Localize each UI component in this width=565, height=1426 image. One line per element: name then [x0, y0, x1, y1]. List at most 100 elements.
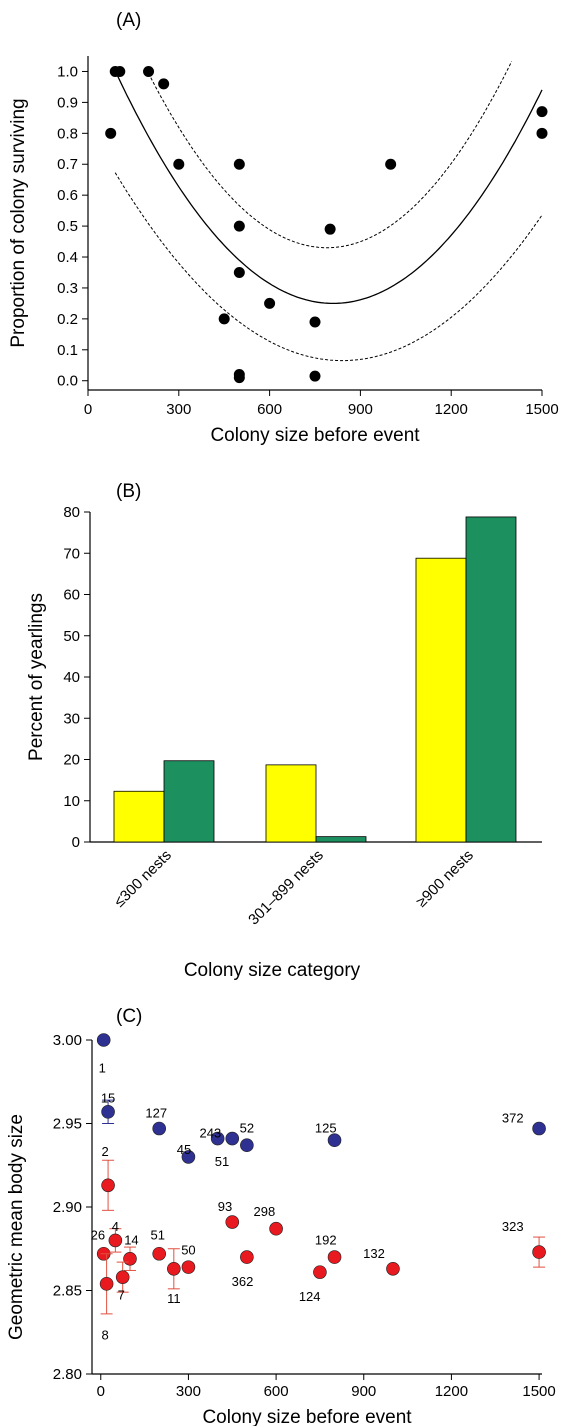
panel-c-red-point — [181, 1260, 196, 1274]
panel-b-y-tick-label: 40 — [63, 669, 80, 686]
panel-a-data-point — [233, 372, 245, 384]
panel-b-bar — [113, 790, 165, 843]
panel-c-point-label: 124 — [299, 1289, 321, 1304]
panel-c-x-tick-label: 900 — [351, 1383, 376, 1400]
panel-a-y-tick-label: 0.3 — [57, 280, 78, 297]
panel-a-data-point — [173, 158, 185, 170]
panel-c-blue-point — [532, 1121, 546, 1136]
panel-c-point-label: 362 — [232, 1274, 254, 1289]
panel-c-red-point — [532, 1245, 546, 1259]
panel-a-data-point — [309, 370, 321, 382]
panel-c-y-tick-label: 2.95 — [53, 1116, 82, 1133]
panel-c-point-label: 52 — [240, 1121, 254, 1136]
panel-c-point-label: 26 — [91, 1227, 105, 1242]
panel-c-red-point — [101, 1178, 115, 1193]
panel-b-bar — [415, 557, 467, 843]
panel-b-x-axis-title: Colony size category — [184, 960, 361, 981]
panel-a-data-point — [324, 223, 336, 235]
panel-c-red-point — [123, 1251, 137, 1266]
panel-c-point-label: 372 — [502, 1110, 524, 1125]
panel-a-y-tick-label: 0.8 — [57, 125, 78, 142]
panel-c-x-tick-label: 300 — [176, 1383, 201, 1400]
panel-a-x-tick-label: 0 — [84, 401, 92, 418]
panel-a-data-point — [536, 127, 548, 139]
panel-c-red-point — [240, 1250, 254, 1264]
panel-c-point-label: 323 — [502, 1219, 524, 1234]
panel-c-x-axis-title: Colony size before event — [202, 1407, 412, 1426]
panel-b: (B) 0 10 20 30 40 50 60 70 80 ≤300 nests 301–899 ne… — [26, 481, 542, 981]
panel-c-red-point — [115, 1270, 130, 1284]
panel-b-y-tick-label: 60 — [63, 587, 80, 604]
panel-b-y-tick-label: 0 — [72, 834, 80, 851]
panel-c-x-tick-label: 600 — [264, 1383, 289, 1400]
panel-c-blue-point — [327, 1133, 342, 1147]
panel-b-category-label: ≥900 nests — [413, 847, 477, 911]
panel-c: (C) 0 300 600 900 1200 1500 2.80 2.85 2.90 2.95 3.0… — [6, 1006, 556, 1426]
panel-a-y-tick-label: 0.6 — [57, 187, 78, 204]
panel-a-label: (A) — [116, 10, 141, 31]
panel-c-point-label: 15 — [101, 1090, 115, 1105]
panel-c-point-label: 7 — [118, 1288, 125, 1303]
panel-a-y-tick-label: 0.4 — [57, 249, 78, 266]
panel-c-red-point — [99, 1277, 114, 1291]
panel-a-lower-confidence-band — [114, 172, 543, 362]
panel-c-point-label: 50 — [181, 1242, 195, 1257]
panel-c-red-point — [269, 1221, 283, 1236]
panel-a-data-point — [233, 266, 245, 278]
panel-b-bar — [315, 836, 367, 843]
panel-b-y-tick-label: 30 — [63, 710, 80, 727]
panel-b-category-label: ≤300 nests — [111, 847, 175, 911]
panel-b-bar — [465, 516, 517, 843]
panel-b-y-tick-label: 20 — [63, 752, 80, 769]
panel-a-y-tick-label: 0.5 — [57, 218, 78, 235]
panel-b-bar — [265, 764, 317, 843]
panel-a-data-point — [218, 313, 230, 325]
panel-a-data-point — [158, 78, 170, 90]
panel-c-y-tick-label: 3.00 — [53, 1032, 82, 1049]
panel-c-y-tick-label: 2.80 — [53, 1366, 82, 1383]
panel-b-y-tick-label: 70 — [63, 545, 80, 562]
panel-a-data-point — [105, 127, 117, 139]
panel-c-red-point — [108, 1233, 123, 1248]
panel-a: (A) 0 300 600 900 1200 1500 0.0 0.1 0.2 0.3 0.4 0.5 0… — [8, 10, 559, 446]
panel-c-point-label: 8 — [102, 1328, 109, 1343]
panel-c-blue-point — [101, 1105, 115, 1119]
panel-c-blue-point — [240, 1138, 254, 1153]
panel-c-red-point — [167, 1261, 181, 1276]
panel-c-x-tick-label: 1500 — [522, 1383, 555, 1400]
panel-a-data-point — [233, 158, 245, 170]
panel-a-x-tick-label: 900 — [348, 401, 373, 418]
panel-c-point-label: 51 — [215, 1154, 229, 1169]
panel-a-x-tick-label: 600 — [257, 401, 282, 418]
panel-a-y-axis-title: Proportion of colony surviving — [8, 98, 29, 347]
panel-c-point-label: 1 — [99, 1060, 106, 1075]
panel-a-x-tick-label: 300 — [166, 401, 191, 418]
panel-c-label: (C) — [116, 1006, 142, 1027]
panel-a-x-axis-title: Colony size before event — [210, 425, 420, 446]
panel-a-data-point — [264, 297, 276, 309]
panel-a-upper-confidence-band — [148, 61, 513, 249]
panel-c-blue-point — [152, 1121, 167, 1136]
panel-c-x-tick-label: 0 — [97, 1383, 105, 1400]
panel-c-red-point — [152, 1246, 167, 1261]
panel-a-data-point — [143, 65, 155, 77]
panel-c-point-label: 93 — [218, 1199, 232, 1214]
panel-c-y-tick-label: 2.90 — [53, 1199, 82, 1216]
panel-c-point-label: 125 — [315, 1121, 337, 1136]
panel-a-y-tick-label: 0.2 — [57, 311, 78, 328]
panel-b-label: (B) — [116, 481, 141, 502]
panel-b-bar — [163, 760, 215, 843]
panel-a-data-point — [309, 316, 321, 328]
panel-c-point-label: 14 — [124, 1232, 138, 1247]
panel-b-category-label: 301–899 nests — [245, 847, 327, 929]
panel-c-point-label: 4 — [112, 1219, 119, 1234]
panel-b-y-tick-label: 80 — [63, 504, 80, 521]
panel-a-y-tick-label: 1.0 — [57, 63, 78, 80]
panel-c-y-tick-label: 2.85 — [53, 1283, 82, 1300]
panel-c-blue-point — [225, 1131, 240, 1146]
panel-c-blue-point — [210, 1131, 225, 1146]
panel-c-point-label: 11 — [167, 1291, 181, 1306]
panel-a-fit-curve — [114, 70, 543, 305]
panel-a-data-point — [114, 65, 126, 77]
panel-c-red-point — [327, 1250, 342, 1264]
